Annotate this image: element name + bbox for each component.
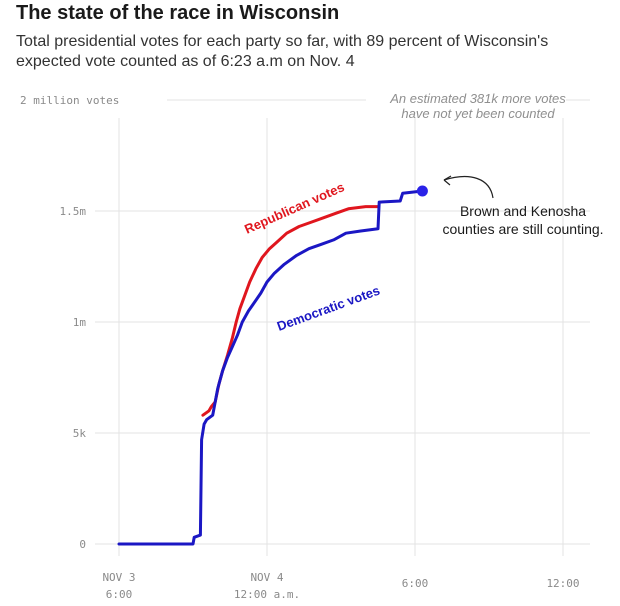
republican-line bbox=[201, 205, 380, 417]
callout-arrow bbox=[443, 176, 494, 199]
y-tick-label: 5k bbox=[73, 427, 87, 440]
y-tick-label: 0 bbox=[79, 538, 86, 551]
chart-subtitle: Total presidential votes for each party … bbox=[16, 33, 549, 70]
x-tick-label-bottom: 6:00 bbox=[402, 577, 429, 590]
callout-line1: Brown and Kenosha bbox=[460, 203, 586, 219]
callout-arrowhead bbox=[443, 175, 452, 186]
x-tick-label-top: NOV 3 bbox=[102, 571, 135, 584]
latest-count-dot bbox=[416, 185, 428, 197]
y-tick-label: 2 million votes bbox=[20, 94, 119, 107]
x-tick-label-top: NOV 4 bbox=[250, 571, 283, 584]
y-tick-label: 1m bbox=[73, 316, 87, 329]
x-tick-label-bottom: 12:00 bbox=[546, 577, 579, 590]
democratic-line bbox=[117, 189, 424, 546]
democratic-series-label: Democratic votes bbox=[275, 283, 382, 334]
estimate-note-line2: have not yet been counted bbox=[401, 106, 555, 121]
chart-title: The state of the race in Wisconsin bbox=[16, 2, 340, 24]
x-tick-label-bottom: 12:00 a.m. bbox=[234, 588, 300, 601]
x-tick-label-bottom: 6:00 bbox=[106, 588, 133, 601]
y-tick-label: 1.5m bbox=[60, 205, 87, 218]
series-layer bbox=[117, 189, 424, 546]
grid-layer: 0 5k 1m 1.5m 2 million votes NOV 3 6:00 NOV 4 12… bbox=[20, 94, 590, 601]
estimate-note-line1: An estimated 381k more votes bbox=[389, 91, 566, 106]
callout-line2: counties are still counting. bbox=[442, 221, 603, 237]
